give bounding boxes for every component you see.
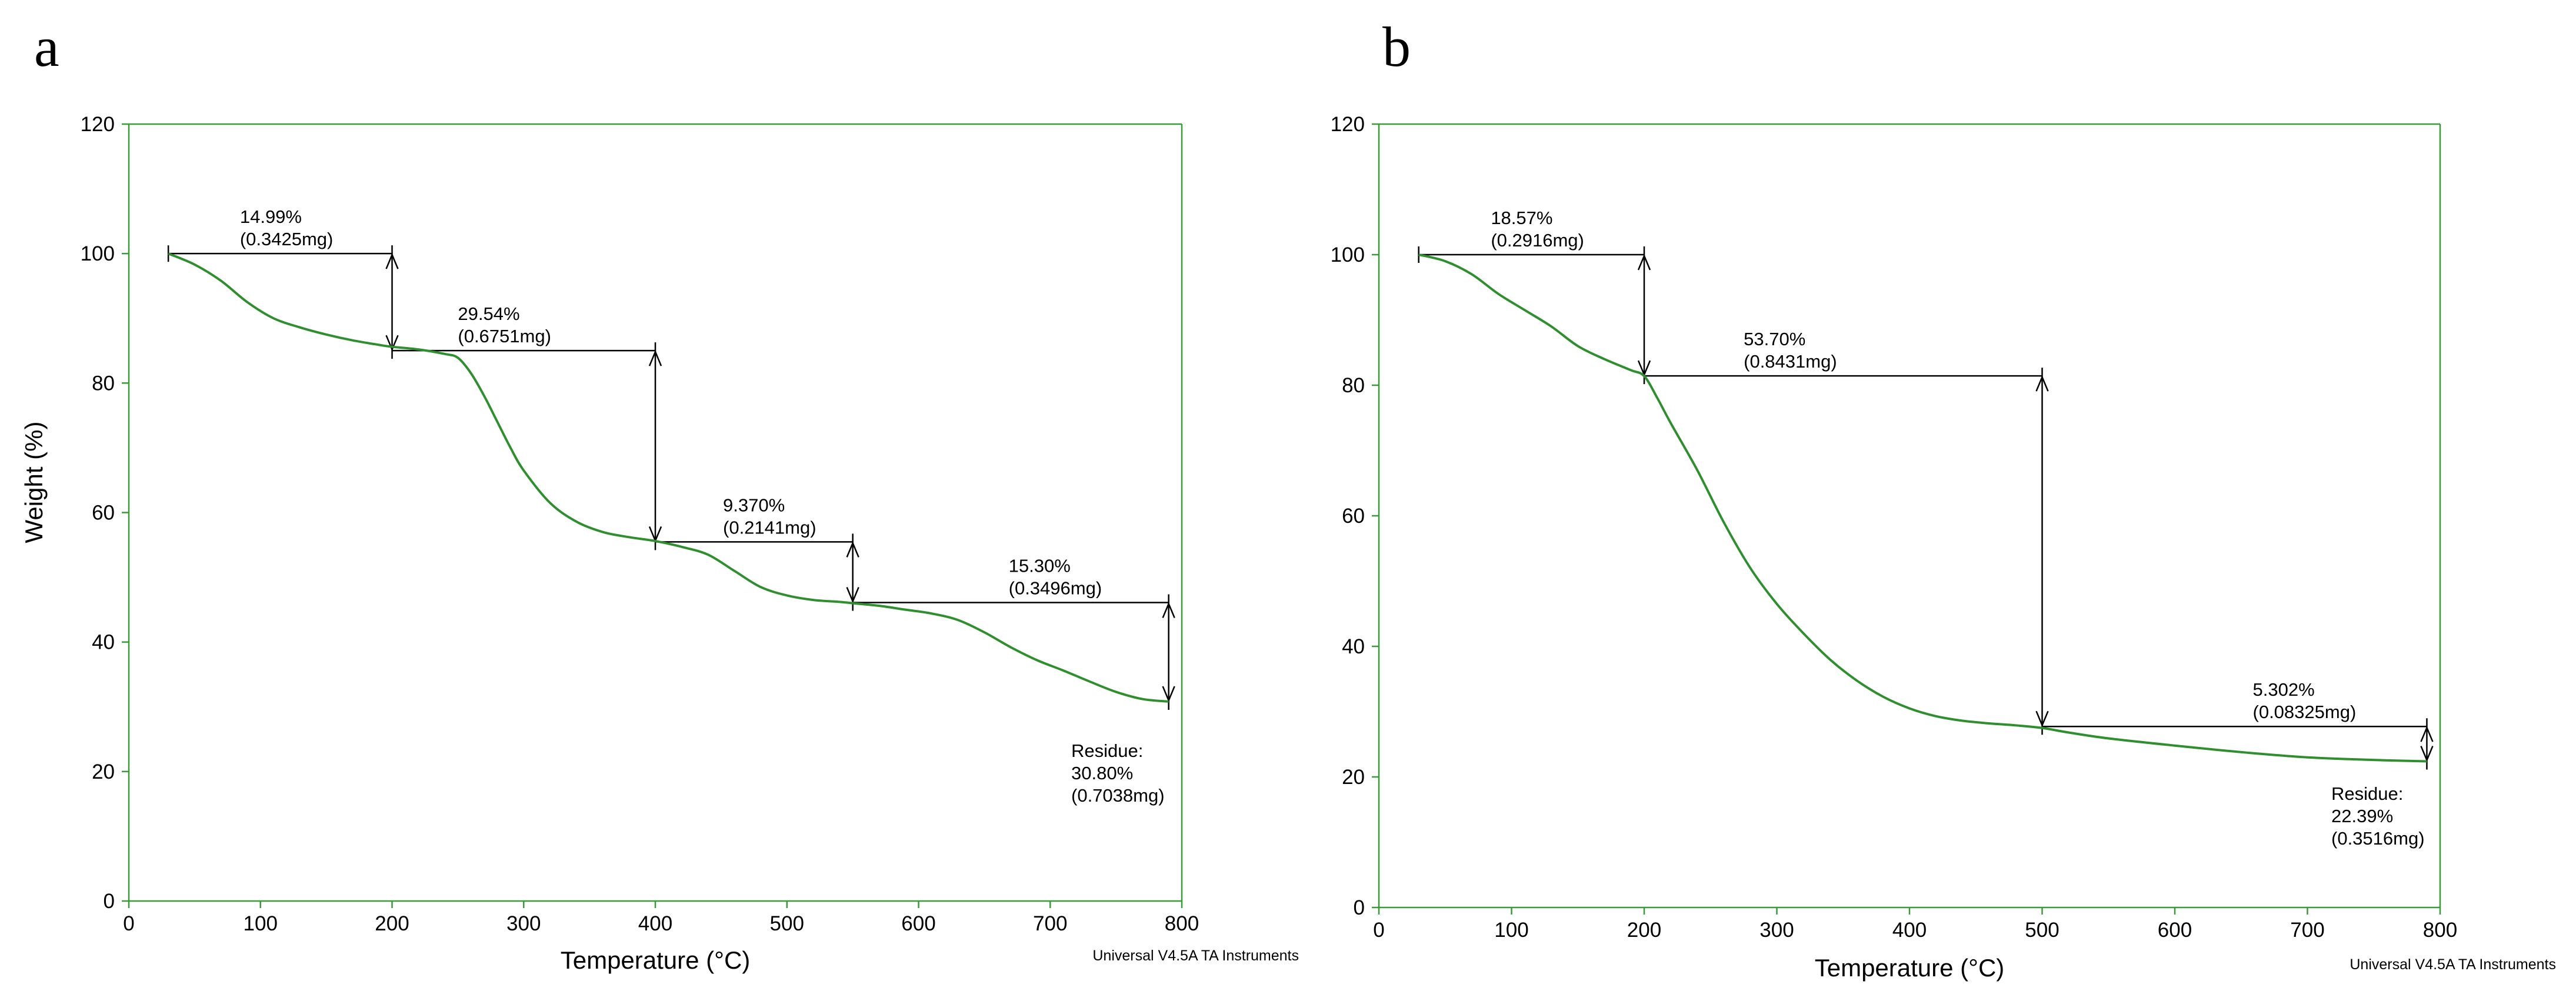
panel-b-x-tick-label: 500 xyxy=(2025,919,2059,942)
panel-a-residue-label: Residue: xyxy=(1071,740,1143,761)
panel-a-y-tick-label: 40 xyxy=(92,631,115,654)
panel-a-step-3-arrowhead-down xyxy=(846,587,859,603)
panel-b-step-2-percent: 53.70% xyxy=(1744,329,1805,349)
panel-b-y-tick-label: 80 xyxy=(1342,374,1365,397)
panel-a-y-tick-label: 80 xyxy=(92,372,115,395)
panel-a-step-1-arrowhead-down xyxy=(385,335,399,352)
panel-b-step-2-mass: (0.8431mg) xyxy=(1744,351,1837,372)
panel-a-step-2-percent: 29.54% xyxy=(458,303,519,324)
panel-b-x-tick-label: 800 xyxy=(2423,919,2457,942)
panel-a-y-tick-label: 60 xyxy=(92,502,115,525)
panel-b-x-tick-label: 700 xyxy=(2290,919,2324,942)
panel-a-x-ticks: 0 100 200 300 400 500 600 700 800 xyxy=(123,901,1199,935)
panel-a-step-1-mass: (0.3425mg) xyxy=(240,229,334,249)
panel-b-step-3-arrowhead-down xyxy=(2420,745,2434,762)
panel-b-step-1-arrowhead-up xyxy=(1637,253,1651,271)
panel-b-residue-mass: (0.3516mg) xyxy=(2331,828,2425,849)
panel-b-y-tick-label: 40 xyxy=(1342,635,1365,658)
panel-a-step-3-percent: 9.370% xyxy=(723,495,785,515)
panel-a-residue: Residue: 30.80% (0.7038mg) xyxy=(1071,740,1165,806)
panel-b-step-1-percent: 18.57% xyxy=(1491,208,1552,228)
panel-a-x-tick-label: 500 xyxy=(770,912,804,935)
panel-b-y-tick-label: 0 xyxy=(1354,896,1365,919)
panel-a-step-2-arrowhead-up xyxy=(648,349,662,366)
panel-b-footer: Universal V4.5A TA Instruments xyxy=(2350,956,2556,973)
panel-b-letter: b xyxy=(1382,15,1411,78)
panel-a-step-4-mass: (0.3496mg) xyxy=(1009,578,1102,599)
panel-a-step-1-percent: 14.99% xyxy=(240,206,302,227)
panel-b-x-tick-label: 200 xyxy=(1627,919,1661,942)
panel-b-x-tick-label: 600 xyxy=(2158,919,2192,942)
panel-a-residue-percent: 30.80% xyxy=(1071,763,1133,783)
panel-a-step-annotations: 14.99%(0.3425mg)29.54%(0.6751mg)9.370%(0… xyxy=(167,206,1175,710)
panel-a-step-2-mass: (0.6751mg) xyxy=(458,326,551,346)
panel-b-x-tick-label: 300 xyxy=(1759,919,1794,942)
panel-b-step-3-percent: 5.302% xyxy=(2253,679,2315,700)
panel-a-y-axis-title: Weight (%) xyxy=(20,422,48,543)
panel-a-y-tick-label: 0 xyxy=(104,890,115,913)
panel-a-x-tick-label: 600 xyxy=(901,912,935,935)
panel-a-y-tick-label: 100 xyxy=(81,242,115,265)
panel-a-x-tick-label: 0 xyxy=(123,912,134,935)
panel-a-step-4-percent: 15.30% xyxy=(1009,556,1071,576)
panel-b-x-tick-label: 100 xyxy=(1494,919,1528,942)
panel-a-x-tick-label: 700 xyxy=(1033,912,1067,935)
panel-a-x-tick-label: 300 xyxy=(506,912,541,935)
panel-a-x-tick-label: 400 xyxy=(638,912,672,935)
panel-b-y-tick-label: 60 xyxy=(1342,505,1365,528)
panel-a-residue-mass: (0.7038mg) xyxy=(1071,785,1165,806)
panel-b-x-tick-label: 0 xyxy=(1373,919,1384,942)
panel-a-y-tick-label: 20 xyxy=(92,760,115,783)
panel-b-step-3-arrowhead-up xyxy=(2420,725,2434,742)
panel-b-x-ticks: 0 100 200 300 400 500 600 700 800 xyxy=(1373,907,2457,942)
panel-a-step-3-arrowhead-up xyxy=(846,541,859,558)
panel-b-step-2-arrowhead-down xyxy=(2035,710,2049,728)
panel-b-x-axis-title: Temperature (°C) xyxy=(1815,954,2005,982)
panel-a-letter: a xyxy=(34,15,59,78)
panel-b-y-ticks: 0 20 40 60 80 100 120 xyxy=(1331,113,1379,919)
panel-b-step-2-arrowhead-up xyxy=(2035,375,2049,392)
panel-a-step-3-mass: (0.2141mg) xyxy=(723,517,817,538)
panel-b-step-3-mass: (0.08325mg) xyxy=(2253,702,2357,722)
panel-b-y-tick-label: 120 xyxy=(1331,113,1365,136)
panel-b-x-tick-label: 400 xyxy=(1892,919,1927,942)
panel-a-footer: Universal V4.5A TA Instruments xyxy=(1092,947,1299,964)
panel-b-residue: Residue: 22.39% (0.3516mg) xyxy=(2331,783,2425,849)
panel-b-residue-label: Residue: xyxy=(2331,783,2403,804)
panel-a-weight-curve xyxy=(168,252,1169,703)
panel-a-y-ticks: 0 20 40 60 80 100 120 xyxy=(81,113,129,913)
panel-a-step-4-arrowhead-up xyxy=(1162,602,1175,619)
panel-b-step-1-mass: (0.2916mg) xyxy=(1491,230,1584,251)
panel-a-x-tick-label: 100 xyxy=(244,912,278,935)
panel-b-step-annotations: 18.57%(0.2916mg) 53.70%(0.8431mg) 5.302%(0… xyxy=(1418,208,2434,770)
panel-a-x-axis-title: Temperature (°C) xyxy=(561,946,751,974)
panel-a-step-1-arrowhead-up xyxy=(385,252,399,269)
panel-b-residue-percent: 22.39% xyxy=(2331,806,2393,826)
panel-b-y-tick-label: 100 xyxy=(1331,243,1365,266)
panel-b-weight-curve xyxy=(1418,253,2427,763)
panel-a-y-tick-label: 120 xyxy=(81,113,115,136)
panel-a-x-tick-label: 800 xyxy=(1165,912,1199,935)
panel-a: a Weight (%) 0 100 200 300 400 500 600 700 800 0… xyxy=(20,15,1299,974)
panel-b: b 0 100 200 300 400 500 600 700 800 0 20 40 60 80 100… xyxy=(1331,15,2556,982)
panel-a-x-tick-label: 200 xyxy=(375,912,409,935)
panel-b-y-tick-label: 20 xyxy=(1342,766,1365,789)
